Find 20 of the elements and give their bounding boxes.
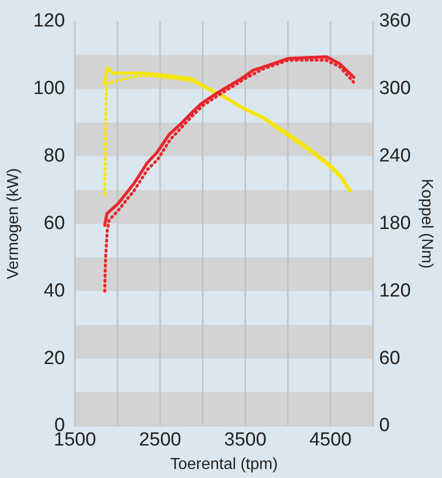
y-tick-label: 40: [44, 280, 65, 302]
y-tick-label: 120: [33, 10, 65, 32]
y-tick-label: 80: [44, 146, 65, 166]
y2-tick-label: 240: [379, 146, 411, 166]
x-tick-label: 4500: [309, 430, 352, 451]
y2-tick-label: 300: [379, 78, 411, 100]
y-axis-title: Vermogen (kW): [5, 168, 22, 280]
y2-axis-title: Koppel (Nm): [418, 178, 435, 269]
y2-tick-label: 180: [379, 212, 411, 234]
x-tick-label: 2500: [138, 430, 182, 451]
line-series: [103, 58, 356, 293]
x-tick-label: 3500: [224, 430, 266, 451]
y2-tick-label: 360: [379, 10, 411, 32]
y2-tick-label: 60: [379, 348, 400, 369]
y-tick-label: 20: [44, 348, 65, 369]
y-tick-label: 60: [44, 212, 65, 234]
y2-tick-label: 120: [379, 280, 411, 302]
y2-tick-label: 0: [379, 415, 390, 436]
y-tick-label: 100: [33, 78, 65, 100]
x-axis-title: Toerental (tpm): [170, 456, 278, 473]
